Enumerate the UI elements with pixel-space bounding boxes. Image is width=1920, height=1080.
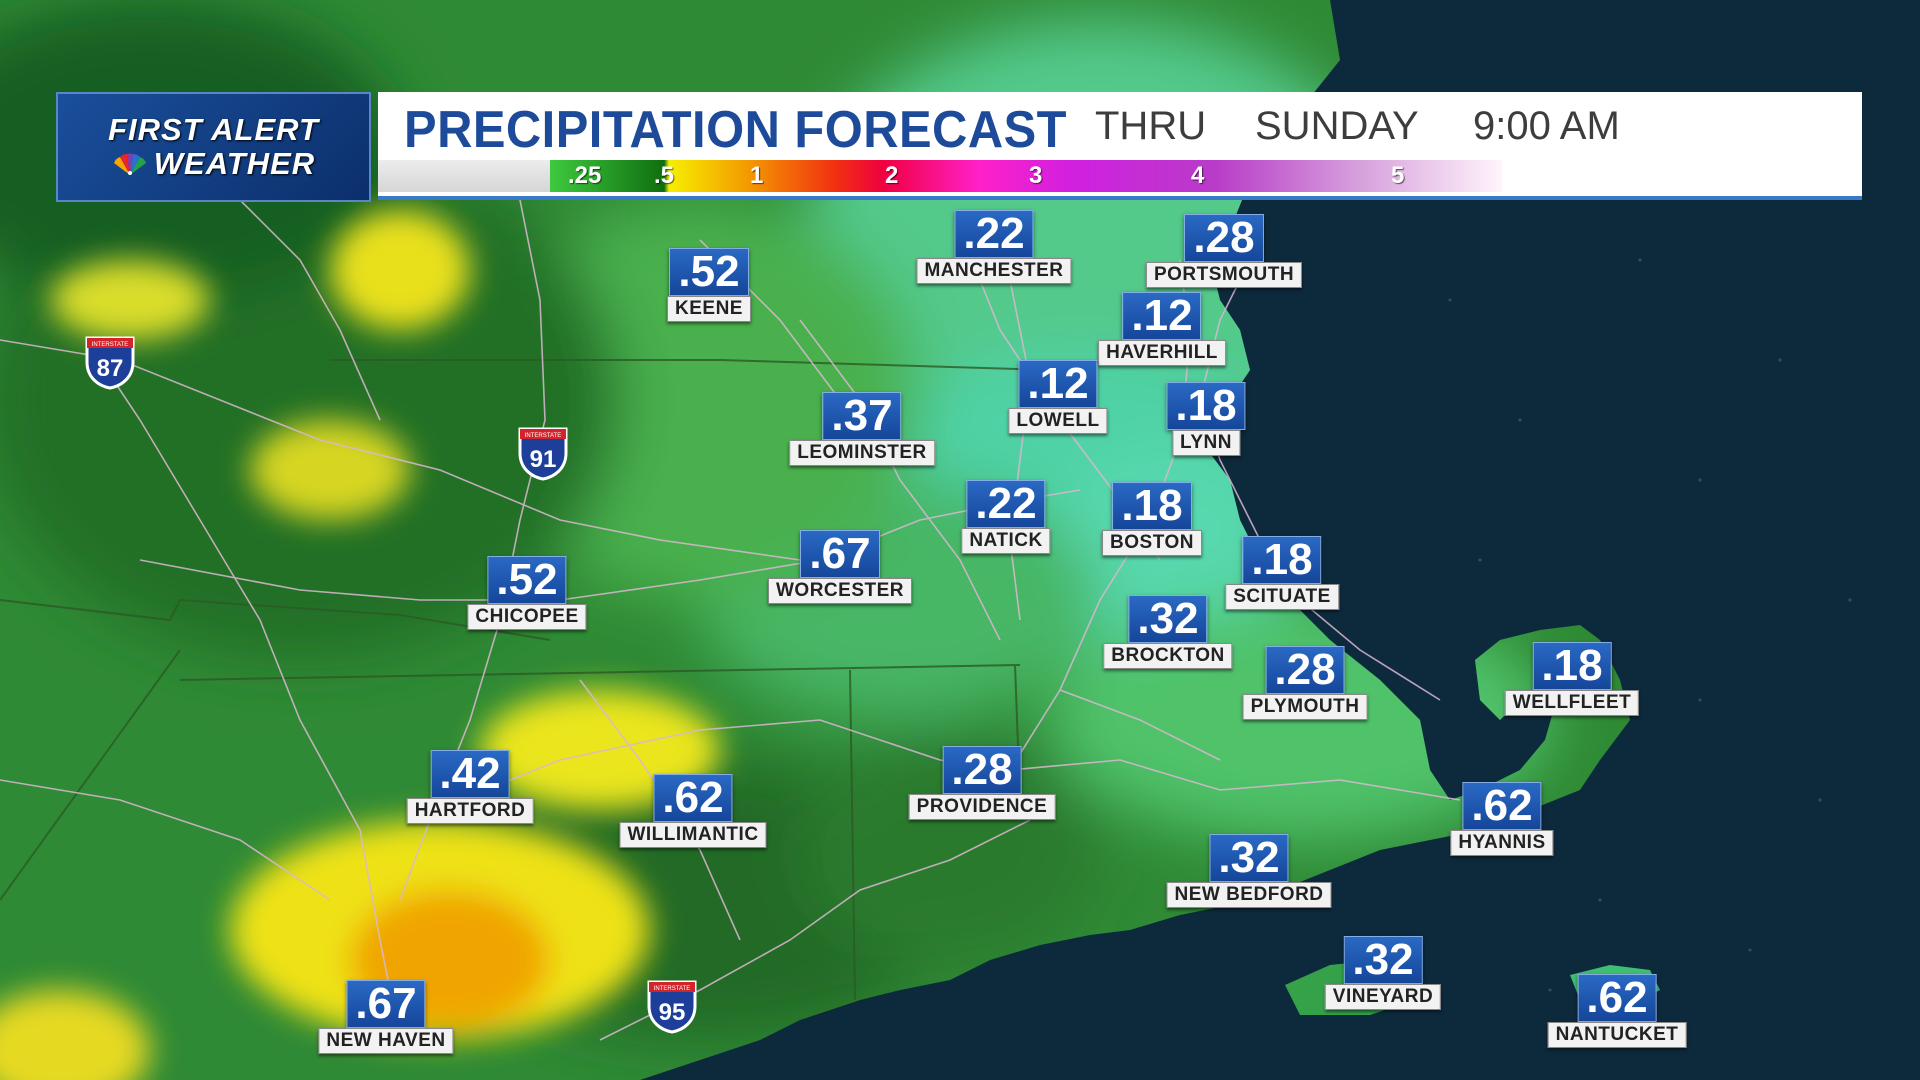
logo-line-2: WEATHER <box>153 146 316 181</box>
city-name: NEW BEDFORD <box>1166 882 1332 908</box>
city-name: MANCHESTER <box>916 258 1072 284</box>
precip-value: .28 <box>1265 646 1345 694</box>
legend-label: 1 <box>750 162 764 189</box>
city-label-manchester: .22 MANCHESTER <box>916 210 1072 284</box>
city-name: LYNN <box>1172 430 1240 456</box>
interstate-number: 95 <box>659 999 686 1026</box>
precip-value: .67 <box>800 530 880 578</box>
city-label-brockton: .32 BROCKTON <box>1103 595 1233 669</box>
precip-value: .12 <box>1018 360 1098 408</box>
legend-gray-segment <box>378 160 550 192</box>
city-label-nantucket: .62 NANTUCKET <box>1547 974 1687 1048</box>
city-name: HAVERHILL <box>1098 340 1226 366</box>
precip-value: .52 <box>669 248 749 296</box>
city-label-chicopee: .52 CHICOPEE <box>467 556 587 630</box>
color-legend: .25 .5 1 2 3 4 5 <box>378 160 1502 192</box>
city-name: HYANNIS <box>1450 830 1554 856</box>
logo-line-2-row: WEATHER <box>112 147 315 181</box>
city-label-lowell: .12 LOWELL <box>1008 360 1108 434</box>
header-bar: PRECIPITATION FORECAST THRU SUNDAY 9:00 … <box>378 92 1862 200</box>
precip-value: .37 <box>822 392 902 440</box>
precip-value: .67 <box>346 980 426 1028</box>
legend-label: .5 <box>654 162 675 189</box>
interstate-91-shield: INTERSTATE 91 <box>516 425 570 481</box>
interstate-label: INTERSTATE <box>525 433 561 439</box>
city-label-vineyard: .32 VINEYARD <box>1324 936 1442 1010</box>
first-alert-weather-logo: FIRST ALERT WEATHER <box>56 92 371 202</box>
city-name: LEOMINSTER <box>789 440 935 466</box>
interstate-87-shield: INTERSTATE 87 <box>83 334 137 390</box>
precip-value: .62 <box>653 774 733 822</box>
precip-value: .12 <box>1122 292 1202 340</box>
city-name: NEW HAVEN <box>318 1028 454 1054</box>
city-label-boston: .18 BOSTON <box>1102 482 1202 556</box>
city-label-keene: .52 KEENE <box>667 248 751 322</box>
city-name: SCITUATE <box>1225 584 1339 610</box>
peacock-icon <box>113 153 146 175</box>
precip-value: .42 <box>430 750 510 798</box>
precip-value: .62 <box>1577 974 1657 1022</box>
city-label-wellfleet: .18 WELLFLEET <box>1504 642 1640 716</box>
city-name: BOSTON <box>1102 530 1202 556</box>
precip-value: .18 <box>1532 642 1612 690</box>
city-name: LOWELL <box>1008 408 1108 434</box>
day-label: SUNDAY <box>1255 104 1419 148</box>
city-label-portsmouth: .28 PORTSMOUTH <box>1145 214 1303 288</box>
city-name: PROVIDENCE <box>908 794 1056 820</box>
precip-value: .32 <box>1128 595 1208 643</box>
city-label-willimantic: .62 WILLIMANTIC <box>619 774 767 848</box>
city-name: HARTFORD <box>406 798 534 824</box>
city-name: WORCESTER <box>768 578 912 604</box>
legend-label: 4 <box>1191 162 1205 189</box>
legend-label: 5 <box>1391 162 1405 189</box>
interstate-number: 91 <box>530 446 557 473</box>
city-label-new-haven: .67 NEW HAVEN <box>318 980 454 1054</box>
city-label-worcester: .67 WORCESTER <box>768 530 912 604</box>
precip-value: .22 <box>966 480 1046 528</box>
thru-label: THRU <box>1095 104 1207 148</box>
interstate-number: 87 <box>97 355 124 382</box>
page-title: PRECIPITATION FORECAST <box>404 101 1067 159</box>
precip-value: .18 <box>1166 382 1246 430</box>
city-name: WILLIMANTIC <box>619 822 767 848</box>
interstate-label: INTERSTATE <box>654 986 690 992</box>
city-name: WELLFLEET <box>1504 690 1640 716</box>
city-name: BROCKTON <box>1103 643 1233 669</box>
interstate-label: INTERSTATE <box>92 342 128 348</box>
city-name: PORTSMOUTH <box>1145 262 1303 288</box>
city-name: VINEYARD <box>1324 984 1442 1010</box>
city-label-plymouth: .28 PLYMOUTH <box>1242 646 1368 720</box>
city-name: NATICK <box>961 528 1051 554</box>
city-label-haverhill: .12 HAVERHILL <box>1098 292 1226 366</box>
precip-value: .62 <box>1462 782 1542 830</box>
logo-line-1: FIRST ALERT <box>108 112 319 147</box>
city-label-hyannis: .62 HYANNIS <box>1450 782 1554 856</box>
precip-value: .18 <box>1242 536 1322 584</box>
city-name: PLYMOUTH <box>1242 694 1368 720</box>
legend-label: .25 <box>568 162 602 189</box>
city-name: NANTUCKET <box>1547 1022 1687 1048</box>
legend-color-ramp <box>550 160 1502 192</box>
interstate-95-shield: INTERSTATE 95 <box>645 978 699 1034</box>
city-label-scituate: .18 SCITUATE <box>1225 536 1339 610</box>
precip-value: .22 <box>954 210 1034 258</box>
legend-label: 2 <box>885 162 899 189</box>
precip-value: .32 <box>1209 834 1289 882</box>
precip-value: .28 <box>1184 214 1264 262</box>
city-name: CHICOPEE <box>467 604 587 630</box>
precip-value: .52 <box>487 556 567 604</box>
legend-label: 3 <box>1029 162 1043 189</box>
city-label-providence: .28 PROVIDENCE <box>908 746 1056 820</box>
precip-value: .18 <box>1112 482 1192 530</box>
time-label: 9:00 AM <box>1473 104 1620 148</box>
city-label-leominster: .37 LEOMINSTER <box>789 392 935 466</box>
precip-value: .32 <box>1343 936 1423 984</box>
city-label-lynn: .18 LYNN <box>1166 382 1246 456</box>
city-label-hartford: .42 HARTFORD <box>406 750 534 824</box>
precip-value: .28 <box>942 746 1022 794</box>
city-name: KEENE <box>667 296 751 322</box>
city-label-new-bedford: .32 NEW BEDFORD <box>1166 834 1332 908</box>
city-label-natick: .22 NATICK <box>961 480 1051 554</box>
